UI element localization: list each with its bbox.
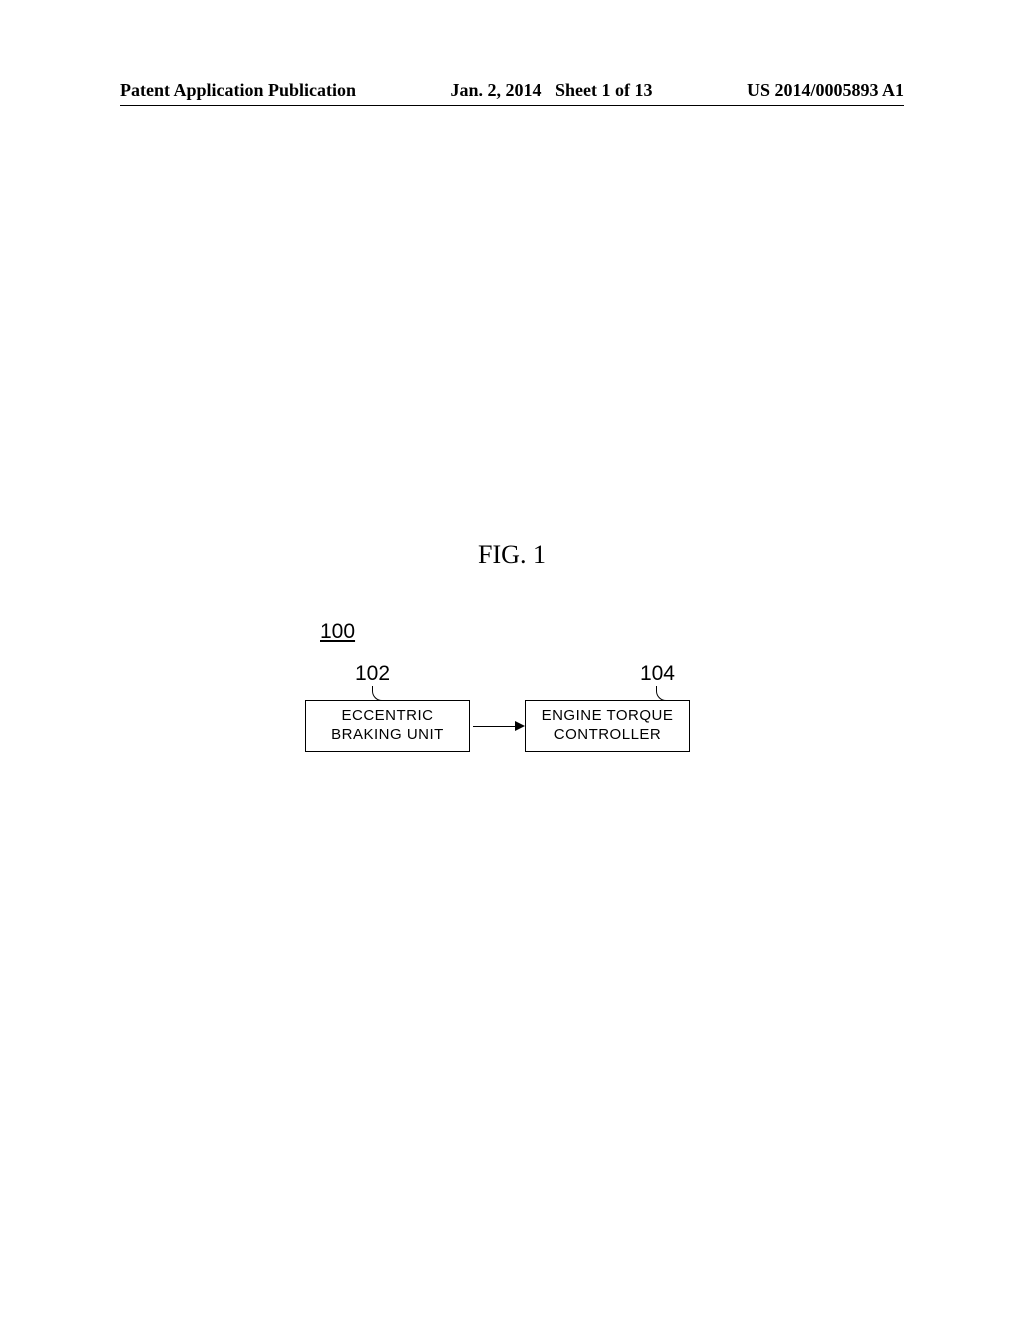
left-block-line1: ECCENTRIC — [320, 707, 455, 726]
page-header: Patent Application Publication Jan. 2, 2… — [0, 80, 1024, 101]
left-block-line2: BRAKING UNIT — [320, 726, 455, 745]
eccentric-braking-unit-block: ECCENTRIC BRAKING UNIT — [305, 700, 470, 752]
figure-label: FIG. 1 — [0, 540, 1024, 570]
header-sheet: Sheet 1 of 13 — [555, 80, 653, 100]
arrow-connector — [470, 725, 525, 727]
arrow-head-icon — [515, 721, 525, 731]
header-date-sheet: Jan. 2, 2014 Sheet 1 of 13 — [450, 80, 652, 101]
system-reference-number: 100 — [320, 620, 355, 644]
header-rule — [120, 105, 904, 106]
header-publication-number: US 2014/0005893 A1 — [747, 80, 904, 101]
right-block-line2: CONTROLLER — [540, 726, 675, 745]
block-diagram: 100 102 104 ECCENTRIC BRAKING UNIT ENGIN… — [305, 620, 725, 752]
header-date: Jan. 2, 2014 — [450, 80, 541, 100]
left-block-reference-number: 102 — [355, 662, 390, 686]
arrow-line — [473, 726, 517, 727]
right-block-reference-number: 104 — [640, 662, 675, 686]
reference-callouts-row: 102 104 — [305, 662, 725, 686]
header-publication-type: Patent Application Publication — [120, 80, 356, 101]
engine-torque-controller-block: ENGINE TORQUE CONTROLLER — [525, 700, 690, 752]
right-block-line1: ENGINE TORQUE — [540, 707, 675, 726]
blocks-row: ECCENTRIC BRAKING UNIT ENGINE TORQUE CON… — [305, 700, 725, 752]
